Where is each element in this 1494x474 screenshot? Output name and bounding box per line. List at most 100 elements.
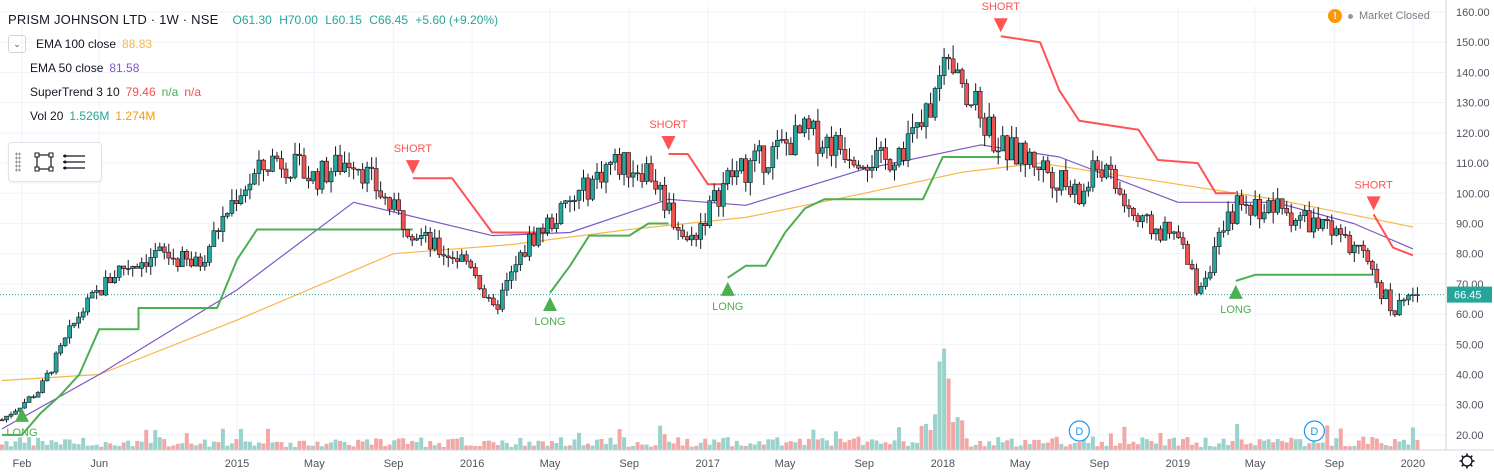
volume-bar: [81, 437, 86, 450]
indicator-value-long: n/a: [161, 85, 179, 99]
volume-bar: [1271, 442, 1276, 450]
candle-body: [959, 69, 965, 84]
y-tick-label: 160.00: [1456, 7, 1490, 19]
volume-bar: [558, 437, 563, 450]
volume-bar: [360, 441, 365, 450]
rectangle-tool-button[interactable]: [29, 147, 59, 177]
long-arrow: [720, 281, 735, 296]
volume-bar: [924, 423, 929, 450]
candlesticks[interactable]: [0, 45, 1446, 423]
y-tick-label: 110.00: [1456, 158, 1489, 170]
volume-bar: [72, 443, 77, 450]
chart-legend: PRISM JOHNSON LTD · 1W · NSE O61.30 H70.…: [8, 8, 502, 128]
volume-bar: [622, 437, 627, 450]
dividend-marker-label: D: [1310, 426, 1318, 438]
volume-bar: [748, 443, 753, 450]
short-label: SHORT: [982, 1, 1021, 13]
candle-body: [856, 164, 861, 169]
candle-body: [1063, 170, 1069, 187]
y-tick-label: 50.00: [1456, 339, 1484, 351]
volume-bar: [1158, 432, 1163, 450]
candle-body: [725, 170, 731, 184]
volume-bar: [1392, 439, 1397, 450]
candle-body: [1009, 137, 1015, 161]
candle-body: [608, 161, 613, 165]
candle-body: [838, 135, 843, 150]
volume-bar: [1347, 446, 1352, 450]
warning-icon[interactable]: !: [1328, 9, 1342, 23]
volume-bar: [198, 443, 203, 450]
indicator-volume[interactable]: Vol 20 1.526M 1.274M: [8, 104, 502, 128]
collapse-chevron-icon[interactable]: ⌄: [8, 35, 26, 53]
volume-bar: [1208, 446, 1213, 450]
volume-bar: [1144, 439, 1149, 450]
candle-body: [378, 190, 383, 198]
candle-body: [716, 190, 722, 207]
short-arrow: [405, 160, 420, 175]
volume-bar: [486, 440, 491, 450]
volume-bar: [743, 445, 748, 450]
y-tick-label: 140.00: [1456, 67, 1490, 79]
candle-body: [766, 167, 771, 173]
symbol-title[interactable]: PRISM JOHNSON LTD · 1W · NSE: [8, 12, 219, 27]
volume-bar: [608, 437, 613, 450]
drag-handle[interactable]: [15, 152, 21, 172]
volume-bar: [640, 444, 645, 450]
volume-bar: [265, 428, 270, 450]
candle-body: [1198, 286, 1204, 294]
candle-body: [26, 396, 32, 403]
supertrend-long-segment: [549, 222, 669, 294]
candle-body: [31, 396, 36, 399]
candle-body: [1401, 299, 1407, 302]
candle-body: [1131, 208, 1136, 216]
candle-body: [847, 159, 852, 161]
candle-body: [1054, 187, 1060, 191]
volume-bar: [1406, 444, 1411, 450]
candle-body: [238, 195, 244, 204]
candle-body: [779, 139, 785, 141]
candle-body: [1365, 250, 1371, 262]
candle-body: [793, 125, 798, 156]
volume-bar: [324, 443, 329, 450]
volume-bar: [586, 443, 591, 450]
candle-body: [405, 229, 410, 237]
volume-bar: [1054, 436, 1059, 450]
volume-bar: [1041, 443, 1046, 450]
market-status[interactable]: ! Market Closed: [1328, 9, 1430, 23]
volume-bar: [238, 428, 243, 450]
candle-body: [1374, 268, 1380, 283]
volume-bar: [374, 438, 379, 450]
candle-body: [423, 232, 429, 236]
candle-body: [121, 265, 127, 269]
volume-bar: [1117, 443, 1122, 450]
candle-body: [1243, 204, 1249, 206]
volume-bar: [365, 439, 370, 450]
volume-bar: [383, 446, 388, 450]
x-tick-label: 2015: [225, 458, 249, 470]
menu-button[interactable]: [59, 147, 89, 177]
candle-body: [463, 254, 469, 262]
candle-body: [1352, 244, 1357, 254]
candle-body: [1004, 135, 1010, 161]
candle-body: [1388, 289, 1393, 312]
indicator-supertrend[interactable]: SuperTrend 3 10 79.46 n/a n/a: [8, 80, 502, 104]
candle-body: [1410, 294, 1416, 296]
indicator-ema100[interactable]: ⌄ EMA 100 close 88.83: [8, 32, 502, 56]
candle-body: [1257, 198, 1262, 220]
indicator-ema50[interactable]: EMA 50 close 81.58: [8, 56, 502, 80]
candle-body: [1194, 268, 1199, 294]
volume-bar: [405, 443, 410, 450]
settings-gear-icon[interactable]: [1459, 453, 1475, 469]
volume-bar: [1023, 439, 1028, 450]
volume-bar: [270, 442, 275, 450]
volume-bar: [67, 439, 72, 450]
long-arrow: [543, 296, 558, 311]
volume-bar: [761, 444, 766, 450]
y-tick-label: 120.00: [1456, 128, 1490, 140]
volume-bar: [915, 442, 920, 450]
indicator-value-ma: 1.274M: [115, 109, 156, 123]
volume-bar: [1401, 439, 1406, 450]
